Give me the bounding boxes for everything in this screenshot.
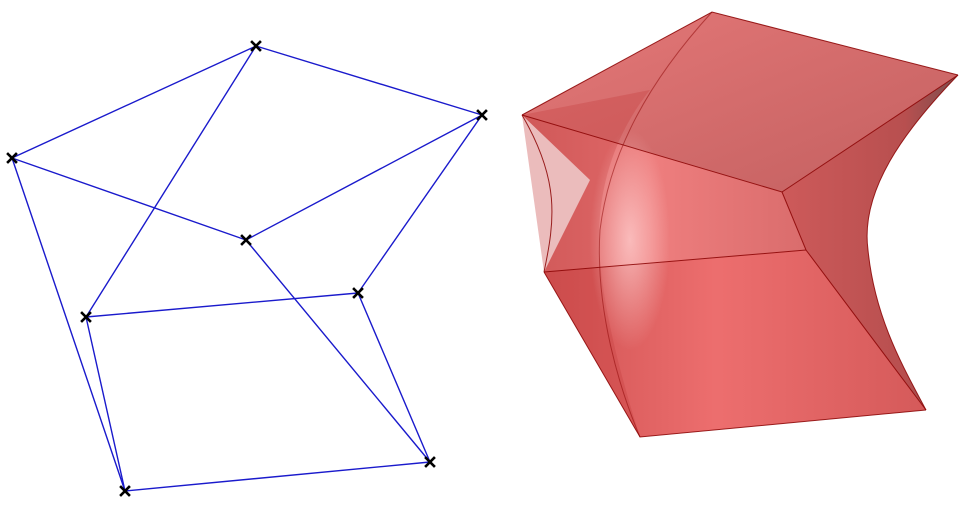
wireframe-edge — [11, 157, 126, 492]
wireframe-edge — [124, 461, 431, 492]
x-cross-icon — [250, 40, 262, 52]
wireframe-edges — [11, 45, 483, 492]
solid-highlight — [590, 130, 670, 350]
x-cross-icon — [352, 287, 364, 299]
wireframe-hexahedron — [6, 40, 488, 497]
wireframe-edge — [85, 316, 126, 492]
wireframe-edge — [11, 157, 247, 241]
wireframe-edge — [245, 239, 431, 463]
x-cross-icon — [240, 234, 252, 246]
solid-face-right — [782, 75, 958, 410]
x-cross-icon — [80, 311, 92, 323]
x-cross-icon — [424, 456, 436, 468]
x-cross-icon — [119, 485, 131, 497]
x-cross-icon — [6, 152, 18, 164]
solid-warped-hexahedron — [521, 11, 959, 438]
x-cross-icon — [476, 109, 488, 121]
wireframe-edge — [357, 114, 483, 294]
wireframe-edge — [357, 292, 431, 463]
wireframe-edge — [245, 114, 483, 241]
wireframe-edge — [85, 292, 359, 318]
wireframe-edge — [255, 45, 483, 116]
wireframe-edge — [11, 45, 257, 159]
wireframe-edge — [85, 45, 257, 318]
solid-face-back-curve — [522, 90, 650, 437]
wireframe-vertices — [6, 40, 488, 497]
solid-edges — [521, 11, 959, 438]
